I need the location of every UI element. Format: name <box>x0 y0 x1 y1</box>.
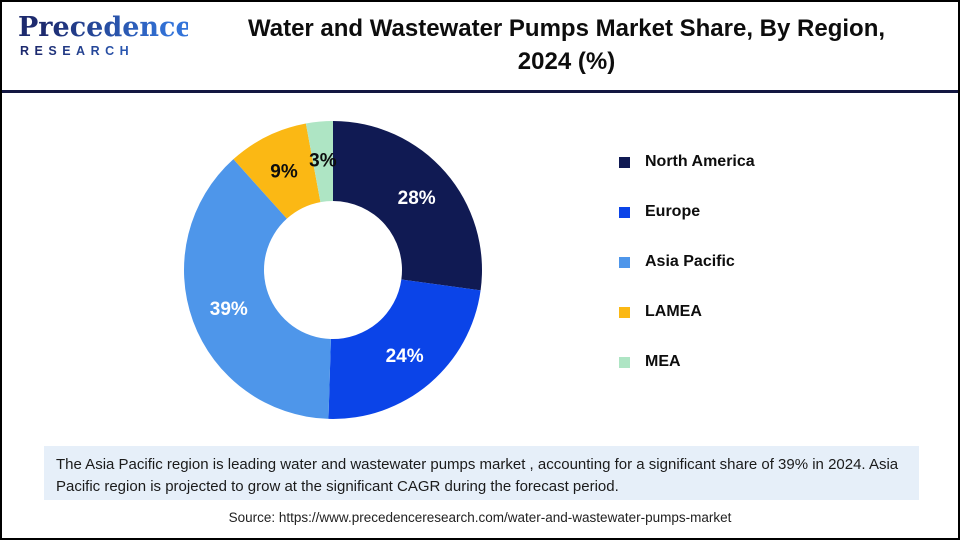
legend-swatch-asia-pacific <box>619 256 630 268</box>
slice-label-europe: 24% <box>386 346 424 367</box>
chart-title: Water and Wastewater Pumps Market Share,… <box>187 12 946 78</box>
slice-label-asia-pacific: 39% <box>210 299 248 320</box>
legend: North America Europe Asia Pacific LAMEA MEA <box>619 151 755 401</box>
logo-subtitle: RESEARCH <box>20 45 188 58</box>
legend-item-mea: MEA <box>619 351 755 373</box>
header: Precedence RESEARCH Water and Wastewater… <box>2 2 958 90</box>
chart-title-line1: Water and Wastewater Pumps Market Share,… <box>247 15 886 42</box>
precedence-research-logo: Precedence RESEARCH <box>18 12 193 58</box>
note-box: The Asia Pacific region is leading water… <box>44 446 919 500</box>
logo-wordmark: Precedence <box>18 12 193 43</box>
donut-segment-mea <box>305 121 333 203</box>
legend-swatch-mea <box>619 356 630 368</box>
note-text: The Asia Pacific region is leading water… <box>56 456 899 495</box>
legend-item-north-america: North America <box>619 151 755 173</box>
donut-segment-lamea <box>233 123 321 219</box>
legend-swatch-north-america <box>619 156 630 168</box>
slice-label-north-america: 28% <box>398 188 436 209</box>
legend-item-asia-pacific: Asia Pacific <box>619 251 755 273</box>
donut-segment-europe <box>328 279 481 419</box>
donut-segment-asia-pacific <box>184 159 331 419</box>
legend-swatch-lamea <box>619 306 630 318</box>
legend-label: LAMEA <box>645 303 702 320</box>
legend-swatch-europe <box>619 206 630 218</box>
legend-label: Europe <box>645 203 701 220</box>
legend-item-europe: Europe <box>619 201 755 223</box>
slice-label-mea: 3% <box>309 151 337 172</box>
chart-title-line2: 2024 (%) <box>517 48 616 75</box>
legend-item-lamea: LAMEA <box>619 301 755 323</box>
slice-label-lamea: 9% <box>270 161 298 182</box>
legend-label: Asia Pacific <box>645 253 735 270</box>
legend-label: North America <box>645 153 755 170</box>
header-divider <box>2 90 958 93</box>
donut-segment-north-america <box>333 121 482 291</box>
source-text: Source: https://www.precedenceresearch.c… <box>228 510 732 525</box>
legend-label: MEA <box>645 353 681 370</box>
